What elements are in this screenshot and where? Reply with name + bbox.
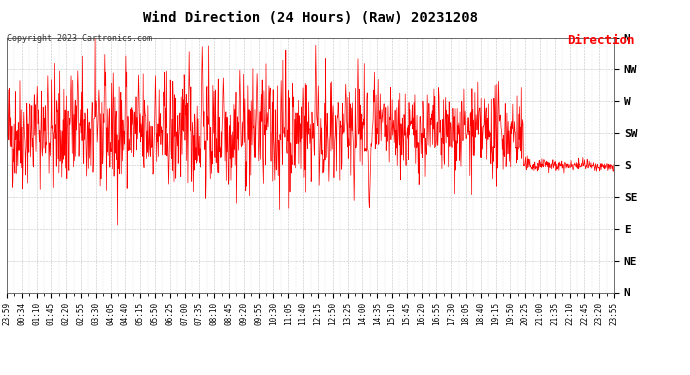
Line: Direction: Direction (7, 38, 614, 225)
Text: Wind Direction (24 Hours) (Raw) 20231208: Wind Direction (24 Hours) (Raw) 20231208 (143, 11, 478, 25)
Text: Direction: Direction (567, 34, 635, 47)
Direction (113, 223, 121, 227)
Direction (406, 107, 414, 112)
Direction (206, 125, 215, 130)
Direction (124, 114, 132, 119)
Direction (139, 154, 147, 159)
Direction (610, 162, 618, 166)
Text: Copyright 2023 Cartronics.com: Copyright 2023 Cartronics.com (7, 34, 152, 43)
Direction (485, 128, 493, 133)
Direction (539, 162, 547, 167)
Direction (91, 35, 99, 40)
Direction (3, 117, 11, 121)
